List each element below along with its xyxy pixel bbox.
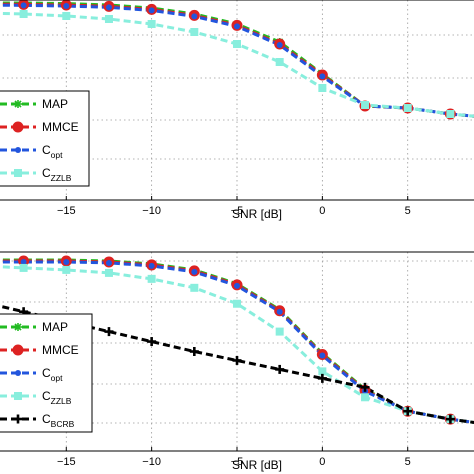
data-point-c-bcrb [403, 406, 413, 416]
data-point-c-zzlb [147, 274, 156, 283]
data-point-c-zzlb [233, 40, 241, 48]
data-point-c-zzlb [147, 20, 156, 28]
data-point-c-opt [276, 42, 283, 48]
data-point-c-zzlb [446, 110, 455, 118]
data-point-c-bcrb [360, 382, 370, 392]
data-point-c-bcrb [232, 355, 242, 365]
data-point-c-zzlb [361, 101, 370, 109]
data-point-c-zzlb [190, 28, 199, 36]
legend-marker-c-opt [15, 147, 21, 153]
x-tick-label: 0 [319, 205, 325, 217]
data-point-c-zzlb [19, 263, 28, 272]
x-tick-label: −5 [231, 205, 244, 217]
top-subplot: MAP MMCE Copt CZZLB −15 −10 −5 0 5 SNR [dB] [0, 0, 474, 221]
x-tick-label: −10 [142, 205, 161, 217]
x-tick-label: −5 [231, 456, 244, 468]
legend-marker-c-zzlb [14, 169, 22, 177]
top-x-axis-label: SNR [dB] [232, 207, 282, 221]
bottom-subplot: MAP MMCE Copt CZZLB CBCRB −15 −10 −5 0 5 SNR [dB… [0, 251, 474, 472]
data-point-c-opt [20, 2, 27, 9]
data-point-c-opt [20, 258, 27, 265]
x-tick-label: 5 [405, 456, 411, 468]
data-point-c-opt [234, 282, 240, 289]
legend-label-c-zzlb: CZZLB [42, 166, 72, 183]
data-point-c-zzlb [275, 327, 284, 336]
bottom-legend: MAP MMCE Copt CZZLB CBCRB [0, 320, 79, 429]
x-tick-label: −15 [57, 205, 76, 217]
data-point-c-opt [234, 23, 240, 30]
legend-label-mmce: MMCE [42, 120, 79, 134]
top-legend: MAP MMCE Copt CZZLB [0, 97, 79, 183]
data-point-c-opt [148, 262, 155, 269]
data-point-c-opt [105, 4, 112, 11]
data-point-c-opt [276, 308, 283, 315]
data-point-c-opt [63, 258, 70, 265]
bottom-x-ticks: −15 −10 −5 0 5 [57, 447, 411, 468]
legend-marker-c-zzlb [14, 392, 22, 400]
legend-marker-map [14, 323, 22, 331]
data-point-c-zzlb [361, 393, 370, 402]
data-point-c-bcrb [445, 414, 455, 424]
legend-label-c-zzlb: CZZLB [42, 389, 72, 406]
data-point-c-zzlb [318, 367, 327, 376]
legend-marker-c-opt [15, 370, 21, 376]
legend-marker-mmce [12, 344, 24, 356]
data-point-c-bcrb [275, 364, 285, 374]
legend-label-c-opt: Copt [42, 143, 63, 160]
legend-label-mmce: MMCE [42, 343, 79, 357]
data-point-c-opt [148, 7, 155, 14]
legend-marker-c-bcrb [13, 414, 23, 424]
data-point-c-zzlb [19, 10, 28, 18]
legend-label-map: MAP [42, 320, 68, 334]
data-point-c-zzlb [403, 104, 412, 112]
legend-label-c-opt: Copt [42, 366, 63, 383]
data-point-c-opt [319, 352, 326, 359]
data-point-c-zzlb [62, 12, 71, 20]
legend-label-map: MAP [42, 97, 68, 111]
legend-marker-mmce [12, 121, 24, 133]
top-series-markers [18, 0, 456, 120]
data-point-c-bcrb [147, 337, 157, 347]
x-tick-label: 5 [405, 205, 411, 217]
bottom-series-markers [18, 255, 456, 425]
data-point-c-zzlb [190, 283, 199, 292]
data-point-c-opt [191, 268, 198, 275]
data-point-c-opt [105, 259, 112, 266]
top-x-ticks: −15 −10 −5 0 5 [57, 196, 411, 217]
top-grid [0, 0, 474, 200]
data-point-c-bcrb [317, 373, 327, 383]
x-tick-label: −10 [142, 456, 161, 468]
data-point-c-zzlb [233, 299, 241, 308]
data-point-c-opt [191, 13, 198, 20]
data-point-c-zzlb [104, 268, 113, 277]
bottom-x-axis-label: SNR [dB] [232, 458, 282, 472]
data-point-c-zzlb [62, 265, 71, 274]
data-point-c-zzlb [104, 15, 113, 23]
data-point-c-zzlb [318, 84, 327, 92]
data-point-c-opt [319, 73, 326, 80]
data-point-c-zzlb [275, 58, 284, 66]
x-tick-label: −15 [57, 456, 76, 468]
legend-marker-map [14, 100, 22, 108]
legend-label-c-bcrb: CBCRB [42, 412, 75, 429]
x-tick-label: 0 [319, 456, 325, 468]
data-point-c-opt [63, 3, 70, 9]
data-point-c-bcrb [189, 347, 199, 356]
data-point-c-bcrb [104, 327, 114, 337]
